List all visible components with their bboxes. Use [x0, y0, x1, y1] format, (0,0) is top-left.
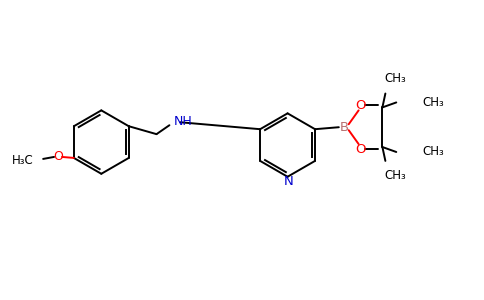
Text: N: N	[284, 175, 293, 188]
Text: O: O	[355, 142, 366, 155]
Text: B: B	[340, 121, 349, 134]
Text: O: O	[53, 150, 63, 164]
Text: CH₃: CH₃	[384, 169, 406, 182]
Text: H₃C: H₃C	[12, 154, 33, 167]
Text: NH: NH	[173, 115, 192, 128]
Text: CH₃: CH₃	[422, 96, 444, 109]
Text: O: O	[355, 99, 366, 112]
Text: CH₃: CH₃	[384, 72, 406, 85]
Text: CH₃: CH₃	[422, 146, 444, 158]
